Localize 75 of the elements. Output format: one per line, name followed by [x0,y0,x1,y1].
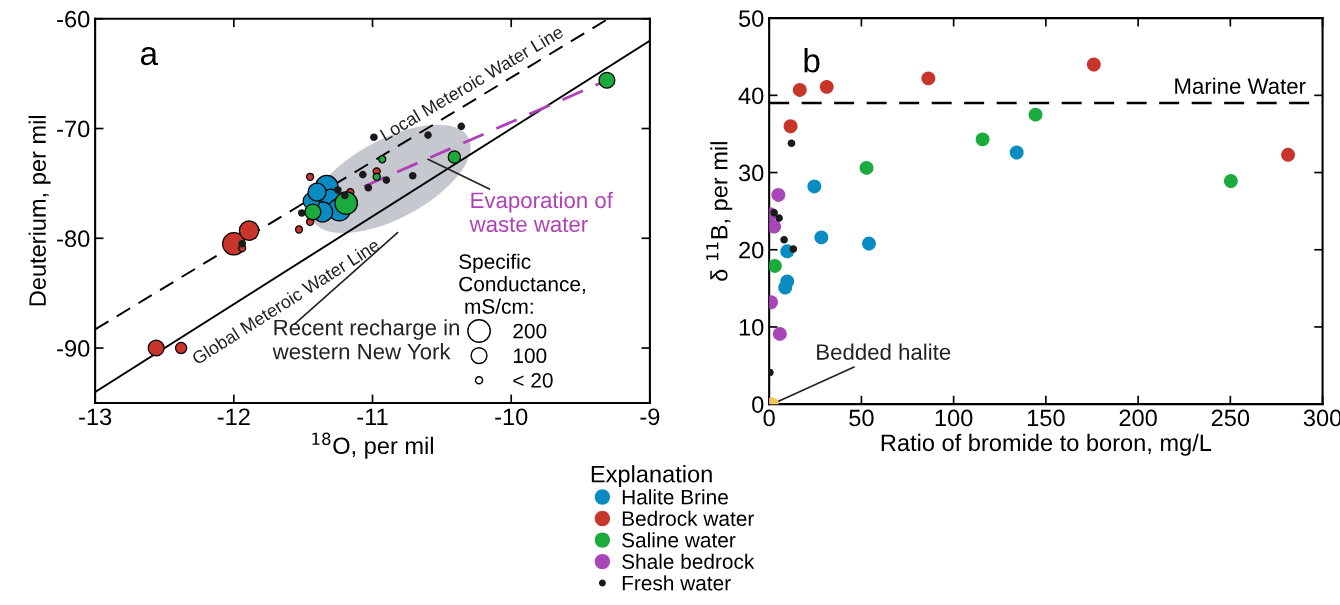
point [382,176,391,184]
legend-label: Halite Brine [622,489,728,505]
point [859,160,874,175]
point [1086,57,1101,72]
point [787,139,796,148]
x-tick-label: 250 [1211,409,1250,427]
point [457,122,466,131]
point [921,71,936,86]
point [771,187,786,202]
point [775,214,783,222]
x-tick-label: 200 [1119,409,1157,427]
x-tick-label: -9 [640,408,660,426]
point [297,209,306,217]
y-tick-label: -70 [57,120,90,138]
x-tick-label: -11 [357,408,388,425]
point [334,186,342,194]
point [769,259,782,273]
legend-label: 200 [513,323,547,339]
y-axis-title: δ $^{11}$B, per mil [706,142,733,281]
point [789,245,798,253]
point [783,119,798,134]
point [975,132,990,147]
point [1223,174,1238,188]
point [1009,145,1024,160]
x-tick-label: 150 [1027,409,1065,427]
point [778,280,793,295]
point [370,133,378,142]
x-axis-title: $^{18}$O, per mil [312,432,433,459]
point [424,131,432,139]
point [780,235,788,244]
x-tick-label: 100 [935,409,973,427]
legend-title: Specific Conductance, mS/cm: [459,253,585,314]
y-tick-label: 0 [752,396,764,413]
y-tick-label: 30 [738,164,764,182]
annotation: a [140,46,159,66]
y-tick-label: 40 [738,87,764,105]
annotation: Bedded halite [817,343,951,360]
x-axis-title: Ratio of bromide to boron, mg/L [881,433,1212,456]
point [359,170,367,179]
y-tick-label: 10 [739,319,764,336]
legend-label: Shale bedrock [622,553,755,570]
point [814,230,829,245]
x-tick-label: -10 [495,408,528,426]
point [340,191,349,200]
legend-label: 100 [513,348,547,364]
y-tick-label: 50 [738,10,764,27]
legend-label: Bedrock water [622,510,754,527]
point [819,79,834,94]
point [772,326,787,341]
point [792,83,807,97]
x-tick-label: 50 [849,409,874,427]
legend-label: < 20 [513,372,553,388]
point [1281,147,1296,162]
x-tick-label: -13 [79,408,112,426]
point [807,179,822,194]
point [769,219,782,234]
x-tick-label: -12 [217,408,250,425]
point [238,239,246,248]
annotation: Evaporation of waste water [469,191,613,233]
legend-label: Saline water [622,532,736,548]
legend-label: Fresh water [622,575,731,591]
y-tick-label: -80 [57,230,90,248]
point [408,171,417,180]
y-axis-title: Deuterium, per mil [28,115,51,306]
y-tick-label: -60 [57,10,90,28]
y-tick-label: -90 [57,340,90,357]
y-tick-label: 20 [739,241,764,259]
point [364,183,373,192]
annotation: b [804,48,820,73]
point [862,236,876,251]
point [1028,107,1043,122]
ref-line-label: Marine Water [1175,77,1306,95]
x-tick-label: 0 [763,409,775,427]
point [770,208,778,217]
legend-title: Explanation [591,465,712,488]
